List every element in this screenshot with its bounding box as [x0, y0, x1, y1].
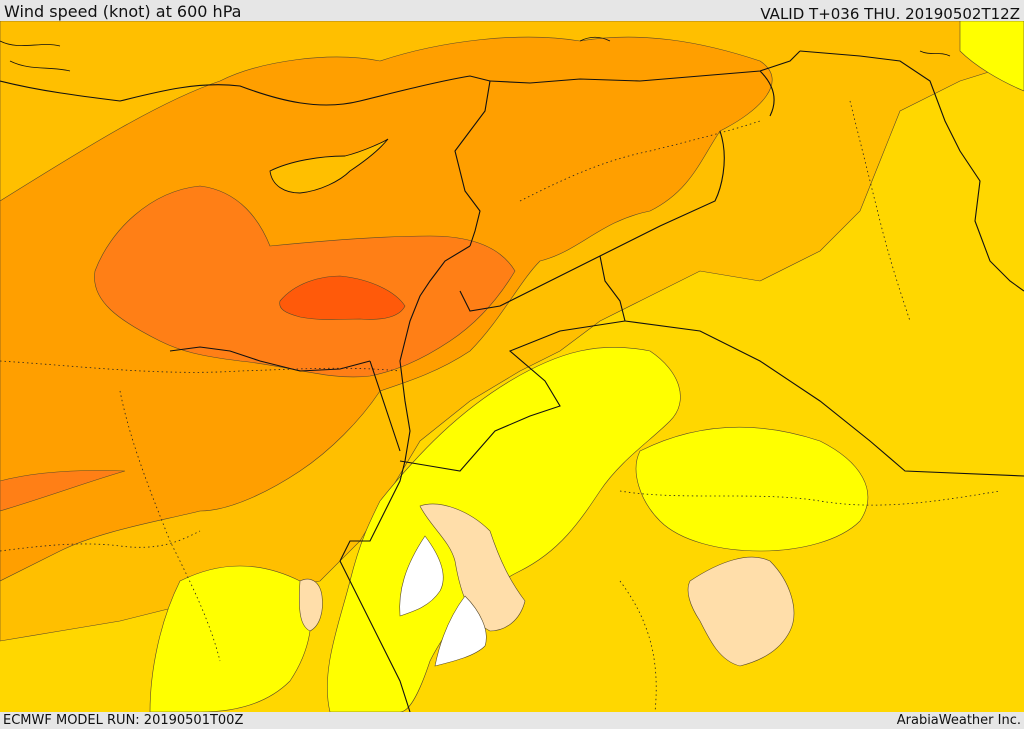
valid-time: VALID T+036 THU. 20190502T12Z	[760, 5, 1020, 23]
map-header: Wind speed (knot) at 600 hPa VALID T+036…	[0, 0, 1024, 23]
cyprus-island	[269, 138, 389, 194]
shade-tan-2	[687, 556, 795, 667]
shade-yellow-southwest	[149, 565, 312, 712]
credit-label: ArabiaWeather Inc.	[896, 713, 1021, 728]
shade-tan-1	[419, 503, 526, 632]
shade-dark-orange	[94, 185, 516, 378]
solid-borders	[0, 50, 1024, 712]
shade-white-1	[399, 535, 444, 617]
map-title: Wind speed (knot) at 600 hPa	[4, 2, 242, 21]
coastal-islands	[0, 36, 951, 72]
wind-speed-map	[0, 21, 1024, 712]
shade-tan-3	[299, 578, 323, 632]
shade-yellow-east	[635, 426, 869, 552]
model-run: ECMWF MODEL RUN: 20190501T00Z	[3, 713, 244, 728]
shade-dark-orange-streak	[0, 470, 126, 512]
shade-red-orange	[279, 275, 406, 320]
dotted-borders	[0, 100, 1001, 712]
shade-yellow	[327, 346, 681, 712]
map-footer: ECMWF MODEL RUN: 20190501T00Z ArabiaWeat…	[0, 712, 1024, 729]
shade-white-2	[434, 595, 487, 667]
